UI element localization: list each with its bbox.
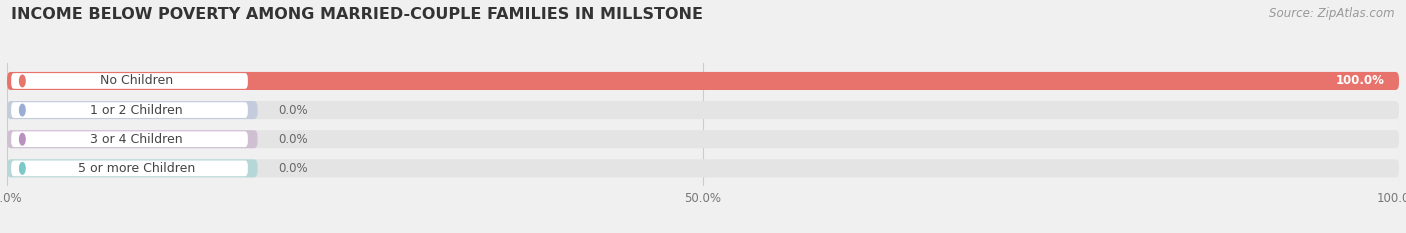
- FancyBboxPatch shape: [11, 161, 247, 176]
- FancyBboxPatch shape: [7, 101, 257, 119]
- Text: 100.0%: 100.0%: [1336, 75, 1385, 87]
- FancyBboxPatch shape: [11, 73, 247, 89]
- Circle shape: [20, 134, 25, 145]
- Circle shape: [20, 163, 25, 174]
- FancyBboxPatch shape: [7, 72, 1399, 90]
- Circle shape: [20, 75, 25, 87]
- Text: 5 or more Children: 5 or more Children: [77, 162, 195, 175]
- FancyBboxPatch shape: [7, 130, 1399, 148]
- Text: 0.0%: 0.0%: [278, 133, 308, 146]
- FancyBboxPatch shape: [7, 130, 257, 148]
- FancyBboxPatch shape: [7, 159, 1399, 177]
- Text: Source: ZipAtlas.com: Source: ZipAtlas.com: [1270, 7, 1395, 20]
- FancyBboxPatch shape: [11, 102, 247, 118]
- Text: 1 or 2 Children: 1 or 2 Children: [90, 104, 183, 116]
- Text: 0.0%: 0.0%: [278, 162, 308, 175]
- FancyBboxPatch shape: [7, 159, 257, 177]
- Text: INCOME BELOW POVERTY AMONG MARRIED-COUPLE FAMILIES IN MILLSTONE: INCOME BELOW POVERTY AMONG MARRIED-COUPL…: [11, 7, 703, 22]
- FancyBboxPatch shape: [7, 72, 1399, 90]
- FancyBboxPatch shape: [7, 101, 1399, 119]
- Circle shape: [20, 104, 25, 116]
- Text: 3 or 4 Children: 3 or 4 Children: [90, 133, 183, 146]
- Text: 0.0%: 0.0%: [278, 104, 308, 116]
- FancyBboxPatch shape: [11, 131, 247, 147]
- Text: No Children: No Children: [100, 75, 173, 87]
